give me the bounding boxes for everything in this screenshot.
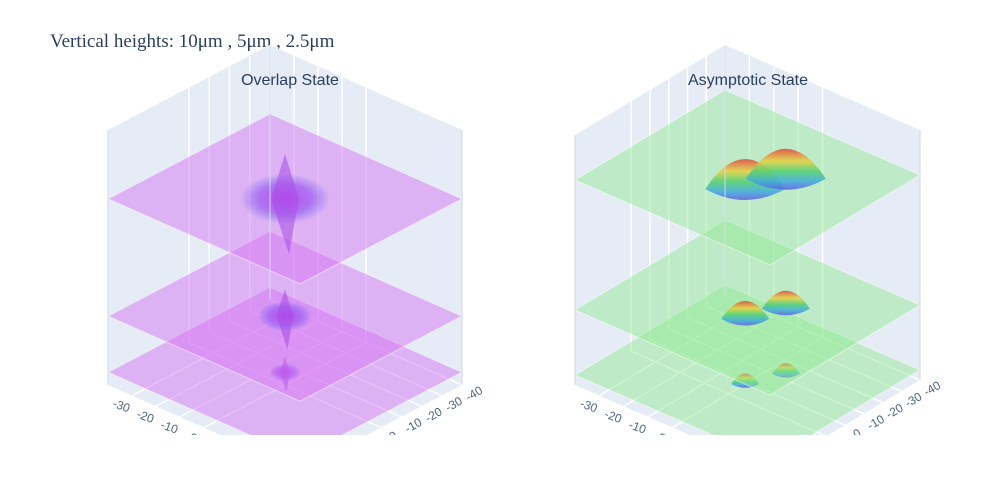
y-tick-label: -10: [865, 412, 887, 433]
grid-line: [705, 56, 902, 392]
grid-line: [668, 78, 865, 415]
surface: [280, 356, 290, 392]
y-tick-label: 0: [851, 426, 864, 442]
subplot-title: Overlap State: [241, 72, 339, 89]
grid-line: [686, 67, 883, 404]
surface: [721, 300, 770, 326]
y-tick-label: -10: [402, 415, 424, 436]
y-tick-label: 10: [829, 435, 848, 454]
x-tick-label: -30: [578, 396, 599, 415]
grid-line: [649, 90, 846, 426]
surface: [271, 153, 299, 254]
grid-line: [208, 76, 402, 418]
grid-line: [188, 87, 382, 429]
grid-line: [228, 66, 422, 407]
x-tick-label: 0: [656, 430, 667, 446]
scenes: -30-20-100-40-30-20-100-30-20-100-40-30-…: [106, 45, 943, 454]
y-tick-label: -30: [902, 389, 924, 410]
x-tick-label: -10: [627, 418, 648, 437]
x-tick-label: 0: [188, 430, 199, 446]
grid-line: [249, 55, 443, 397]
y-tick-label: -40: [463, 383, 485, 404]
surface: [761, 290, 810, 316]
grid-line: [630, 101, 826, 435]
x-tick-label: -20: [603, 407, 624, 426]
x-tick-label: -30: [111, 396, 132, 415]
x-tick-label: -10: [159, 418, 180, 437]
surface: [276, 289, 294, 350]
y-tick-label: 0: [387, 428, 400, 444]
y-tick-label: -20: [422, 404, 444, 425]
figure-title: Vertical heights: 10μm , 5μm , 2.5μm: [50, 31, 335, 52]
y-tick-label: -20: [883, 400, 905, 421]
subplot-title: Asymptotic State: [688, 72, 808, 89]
x-tick-label: -20: [135, 407, 156, 426]
surface: [731, 373, 760, 388]
surface: [771, 363, 800, 378]
y-tick-label: -40: [921, 378, 943, 399]
y-tick-label: -30: [443, 394, 465, 415]
surface: [745, 148, 826, 190]
